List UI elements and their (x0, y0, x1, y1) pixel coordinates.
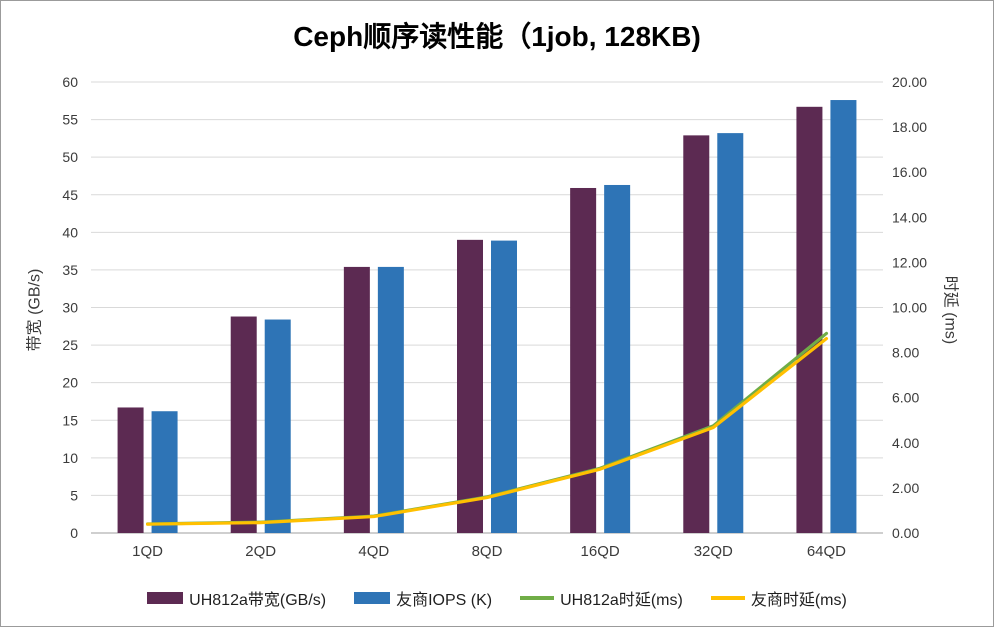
left-axis-tick-label: 60 (62, 74, 78, 90)
right-axis-tick-label: 20.00 (892, 74, 927, 90)
left-axis-tick-label: 45 (62, 187, 78, 203)
legend-item-uh812a-bandwidth: UH812a带宽(GB/s) (147, 586, 326, 610)
bar-uh812a-1qd (117, 407, 144, 533)
bar-uh812a-32qd (683, 135, 710, 533)
left-axis-tick-label: 0 (70, 525, 78, 541)
right-axis-tick-label: 6.00 (892, 390, 919, 406)
right-axis-tick-label: 16.00 (892, 164, 927, 180)
left-axis-tick-label: 15 (62, 412, 78, 428)
legend-label-uh812a-bandwidth: UH812a带宽(GB/s) (189, 592, 327, 609)
bar-competitor-1qd (151, 411, 178, 533)
left-axis-tick-label: 10 (62, 450, 78, 466)
left-axis-tick-label: 50 (62, 149, 78, 165)
bar-competitor-64qd (830, 100, 857, 533)
legend-swatch-competitor-iops (354, 592, 391, 604)
x-axis-category-label: 32QD (694, 543, 733, 560)
legend: UH812a带宽(GB/s) 友商IOPS (K) UH812a时延(ms) 友… (1, 586, 993, 610)
legend-label-uh812a-latency: UH812a时延(ms) (560, 592, 683, 609)
right-axis-tick-label: 12.00 (892, 254, 927, 270)
left-axis-tick-label: 30 (62, 300, 78, 316)
right-axis-title: 时延 (ms) (941, 275, 959, 345)
x-axis-category-label: 1QD (132, 543, 163, 560)
bar-uh812a-2qd (230, 316, 257, 533)
bar-competitor-16qd (604, 184, 631, 533)
legend-swatch-competitor-latency (710, 596, 745, 600)
bar-uh812a-64qd (796, 106, 823, 534)
left-axis-tick-label: 20 (62, 375, 78, 391)
legend-item-competitor-latency: 友商时延(ms) (710, 586, 847, 610)
line-competitor-latency (145, 337, 829, 526)
x-axis-category-label: 8QD (472, 543, 503, 560)
x-axis-category-label: 16QD (581, 543, 620, 560)
right-axis-tick-label: 0.00 (892, 525, 919, 541)
chart-title: Ceph顺序读性能（1job, 128KB) (293, 21, 701, 52)
right-axis-tick-label: 14.00 (892, 209, 927, 225)
legend-item-competitor-iops: 友商IOPS (K) (354, 586, 492, 610)
right-axis-tick-label: 8.00 (892, 345, 919, 361)
bar-competitor-8qd (491, 240, 517, 533)
left-axis-tick-label: 25 (62, 337, 78, 353)
bar-uh812a-8qd (457, 239, 483, 533)
bar-uh812a-16qd (570, 187, 597, 534)
legend-item-uh812a-latency: UH812a时延(ms) (520, 586, 683, 610)
legend-swatch-uh812a-bandwidth (147, 592, 184, 604)
bar-uh812a-4qd (343, 266, 370, 533)
left-axis-tick-label: 40 (62, 224, 78, 240)
right-axis-tick-label: 18.00 (892, 119, 927, 135)
x-axis-category-label: 64QD (807, 543, 846, 560)
bar-competitor-2qd (264, 319, 291, 533)
left-axis-title: 带宽 (GB/s) (26, 268, 44, 352)
bar-competitor-32qd (717, 133, 744, 533)
right-axis-tick-label: 2.00 (892, 480, 919, 496)
x-axis-category-label: 2QD (245, 543, 276, 560)
left-axis-tick-label: 5 (70, 487, 78, 503)
bar-competitor-4qd (377, 266, 404, 533)
x-axis-category-label: 4QD (358, 543, 389, 560)
legend-label-competitor-latency: 友商时延(ms) (750, 592, 847, 609)
right-axis-tick-label: 10.00 (892, 300, 927, 316)
legend-label-competitor-iops: 友商IOPS (K) (396, 592, 493, 609)
left-axis-tick-label: 55 (62, 112, 78, 128)
right-axis-tick-label: 4.00 (892, 435, 919, 451)
left-axis-tick-label: 35 (62, 262, 78, 278)
legend-swatch-uh812a-latency (520, 596, 555, 600)
